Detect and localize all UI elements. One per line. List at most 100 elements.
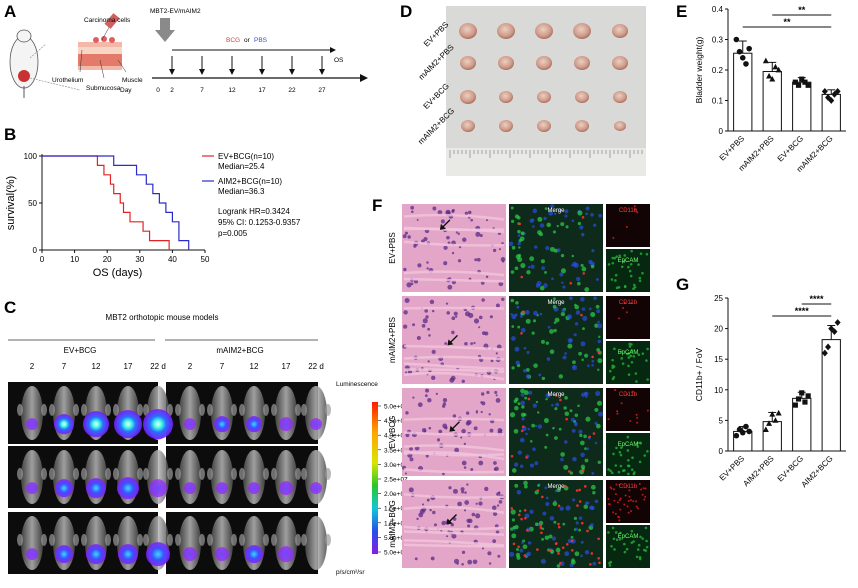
y-tick-label: 0.3 (712, 36, 724, 45)
fluorescent-cell (552, 297, 556, 301)
fluorescent-cell (591, 363, 594, 367)
fluorescent-cell (552, 230, 556, 234)
fluorescent-cell (511, 336, 516, 341)
epcam-signal (611, 377, 615, 381)
fluorescent-cell (585, 416, 591, 422)
fluorescent-cell (587, 364, 590, 368)
data-point (805, 393, 811, 399)
cd11b-cell (592, 432, 596, 435)
epcam-signal (613, 548, 616, 551)
mouse-limb (73, 467, 79, 480)
cd11b-cell (565, 542, 569, 546)
nucleus (451, 251, 455, 255)
epcam-signal (645, 359, 648, 362)
epcam-label: EpCAM (618, 258, 639, 264)
fluorescent-cell (598, 213, 603, 218)
y-tick-label: 20 (714, 325, 723, 334)
data-point (834, 319, 841, 326)
panel-c: C MBT2 orthotopic mouse models EV+BCG mA… (4, 298, 408, 576)
fluorescent-cell (523, 480, 528, 486)
fluorescent-cell (548, 210, 554, 216)
fluorescent-cell (574, 303, 577, 307)
fluorescent-cell (570, 535, 574, 539)
mouse-limb (325, 467, 331, 480)
nucleus (464, 491, 467, 494)
fluorescent-cell (545, 496, 549, 500)
fluorescent-cell (521, 541, 525, 544)
fluorescent-cell (578, 351, 583, 356)
epcam-signal (619, 453, 623, 457)
nucleus (460, 436, 463, 439)
cd11b-signal (614, 512, 617, 515)
cd11b-cell (523, 554, 527, 557)
nucleus (489, 428, 494, 433)
nucleus (468, 518, 473, 524)
fluorescent-cell (516, 555, 521, 560)
luminescence-signal (184, 482, 196, 495)
mouse-limb (143, 467, 149, 480)
nucleus (479, 233, 483, 238)
mouse-limb (41, 467, 47, 480)
nucleus (426, 498, 430, 502)
treatment-arrowhead-icon (289, 69, 295, 75)
mouse-limb (41, 403, 47, 416)
fluorescent-cell (564, 214, 568, 218)
epcam-signal (628, 269, 632, 273)
timeline-day-label: 0 (156, 87, 160, 94)
legend-entry: EV+BCG(n=10) (218, 152, 274, 161)
cd11b-signal (634, 208, 637, 211)
fluorescent-cell (578, 516, 583, 520)
panel-d-letter: D (400, 2, 412, 21)
nucleus (492, 539, 497, 544)
fluorescent-cell (554, 317, 560, 323)
treatment-arrowhead-icon (169, 69, 175, 75)
fluorescent-cell (514, 483, 519, 488)
mouse-limb (105, 533, 111, 546)
mouse-limb (175, 403, 181, 416)
fluorescent-cell (549, 516, 555, 521)
treatment-timeline: OS Day 0 2 7 12 17 22 27 (120, 47, 368, 94)
epcam-signal (626, 352, 629, 356)
epcam-signal (615, 255, 618, 258)
nucleus (481, 401, 486, 406)
nucleus (470, 468, 474, 471)
data-point (746, 428, 752, 435)
epcam-signal (607, 468, 610, 471)
nucleus (462, 237, 467, 242)
nucleus (473, 426, 478, 431)
fluorescent-cell (534, 461, 539, 466)
tissue-fiber (403, 355, 505, 361)
fluorescent-cell (580, 452, 585, 458)
arrowhead-icon (449, 425, 456, 432)
fluorescent-cell (560, 268, 567, 274)
cd11b-signal (635, 505, 638, 508)
epcam-signal (610, 545, 613, 548)
cd11b-cell (520, 332, 523, 335)
bladder-wall-layers (78, 13, 127, 79)
panel-g-letter: G (676, 275, 689, 294)
nucleus (451, 316, 456, 321)
bladder-tumor (460, 90, 476, 104)
fluorescent-cell (579, 225, 584, 230)
fluorescent-cell (520, 327, 526, 333)
nucleus (457, 501, 462, 507)
cd11b-cell (554, 542, 558, 546)
tissue-fiber (403, 525, 505, 531)
cd11b-cell (581, 215, 585, 219)
fluorescent-cell (535, 400, 539, 404)
legend-entry: AIM2+BCG(n=10) (218, 177, 282, 186)
mouse-bladder-illustration (9, 29, 81, 98)
cd11b-cell (563, 484, 567, 488)
cd11b-cell (598, 561, 601, 565)
epcam-signal (637, 263, 640, 266)
luminescence-signal (184, 418, 196, 431)
epcam-signal (611, 261, 615, 265)
epcam-signal (629, 274, 633, 278)
epcam-signal (611, 366, 615, 369)
nucleus (442, 423, 448, 429)
imaging-day-label: 12 (92, 362, 101, 371)
epcam-signal (641, 352, 645, 355)
cd11b-signal (624, 494, 627, 497)
mouse-limb (263, 467, 269, 480)
epcam-signal (627, 373, 631, 376)
